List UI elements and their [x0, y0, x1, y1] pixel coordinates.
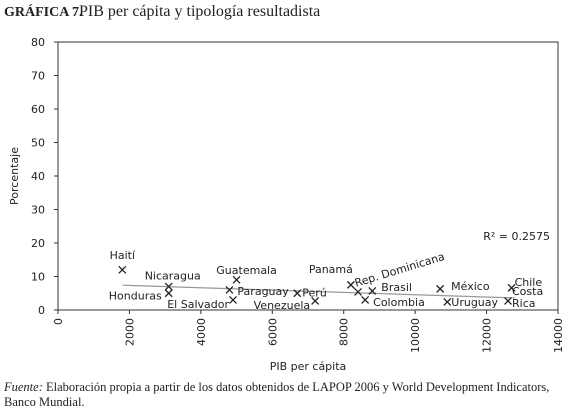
point-label: Venezuela	[254, 299, 311, 312]
x-tick-label: 4000	[195, 318, 208, 346]
point-marker	[232, 275, 241, 284]
point	[443, 298, 452, 306]
point-marker	[368, 286, 377, 295]
y-tick-label: 40	[31, 170, 45, 183]
y-tick-label: 60	[31, 103, 45, 116]
y-tick-label: 10	[31, 271, 45, 284]
point-marker	[504, 296, 512, 305]
point-label: Haití	[110, 249, 136, 262]
point-marker	[229, 295, 237, 304]
x-axis-label: PIB per cápita	[270, 360, 347, 373]
point	[436, 284, 445, 293]
point	[368, 286, 377, 295]
point-label: Costa Rica	[512, 285, 544, 310]
x-tick-label: 8000	[338, 318, 351, 346]
y-tick-label: 80	[31, 36, 45, 49]
source: Fuente: Elaboración propia a partir de l…	[4, 380, 572, 410]
y-axis-label: Porcentaje	[8, 147, 21, 205]
y-tick-label: 30	[31, 204, 45, 217]
point	[229, 295, 237, 304]
point-label: Guatemala	[216, 264, 277, 277]
x-tick-label: 10000	[409, 318, 422, 353]
point-label: Nicaragua	[145, 270, 201, 283]
x-tick-label: 12000	[481, 318, 494, 353]
point	[225, 285, 234, 294]
x-tick-label: 2000	[123, 318, 136, 346]
y-tick-label: 50	[31, 137, 45, 150]
point	[232, 275, 241, 284]
x-tick-label: 14000	[552, 318, 565, 353]
point-label: Uruguay	[451, 296, 498, 309]
trend-line	[122, 284, 516, 299]
y-tick-label: 0	[38, 304, 45, 317]
point	[361, 295, 370, 304]
point-label: El Salvador	[167, 298, 229, 311]
point	[346, 280, 355, 289]
point-label: Panamá	[309, 263, 353, 276]
r-squared: R² = 0.2575	[483, 230, 550, 243]
point	[293, 289, 302, 298]
point-label: Paraguay	[237, 285, 289, 298]
point	[118, 265, 127, 274]
point	[354, 287, 362, 296]
point-marker	[164, 289, 173, 298]
point-label: Chile	[515, 276, 543, 289]
point-label: Colombia	[373, 296, 425, 309]
source-text: Elaboración propia a partir de los datos…	[4, 380, 550, 409]
point-marker	[354, 287, 362, 296]
chart-title: PIB per cápita y tipología resultadista	[79, 3, 320, 20]
source-box: Fuente: Elaboración propia a partir de l…	[4, 380, 572, 410]
point-label: Honduras	[109, 289, 162, 302]
point-label: Perú	[302, 286, 327, 299]
point	[311, 296, 320, 305]
point-marker	[346, 280, 355, 289]
point	[164, 289, 173, 298]
point-marker	[507, 283, 516, 292]
x-tick-label: 0	[52, 318, 65, 325]
point-marker	[311, 296, 320, 305]
point	[507, 283, 516, 292]
chart-title-label: GRÁFICA 7.	[4, 3, 83, 20]
point-label: Brasil	[381, 281, 412, 294]
point-marker	[436, 284, 445, 293]
point	[164, 282, 173, 291]
point-marker	[164, 282, 173, 291]
point-marker	[443, 298, 452, 306]
x-tick-label: 6000	[266, 318, 279, 346]
source-label: Fuente:	[4, 380, 43, 394]
point-marker	[118, 265, 127, 274]
point-label-box: Costa Rica	[512, 285, 544, 310]
y-tick-label: 70	[31, 70, 45, 83]
point	[504, 296, 512, 305]
point-marker	[225, 285, 234, 294]
point-marker	[361, 295, 370, 304]
point-marker	[293, 289, 302, 298]
point-label: México	[451, 280, 490, 293]
y-tick-label: 20	[31, 237, 45, 250]
